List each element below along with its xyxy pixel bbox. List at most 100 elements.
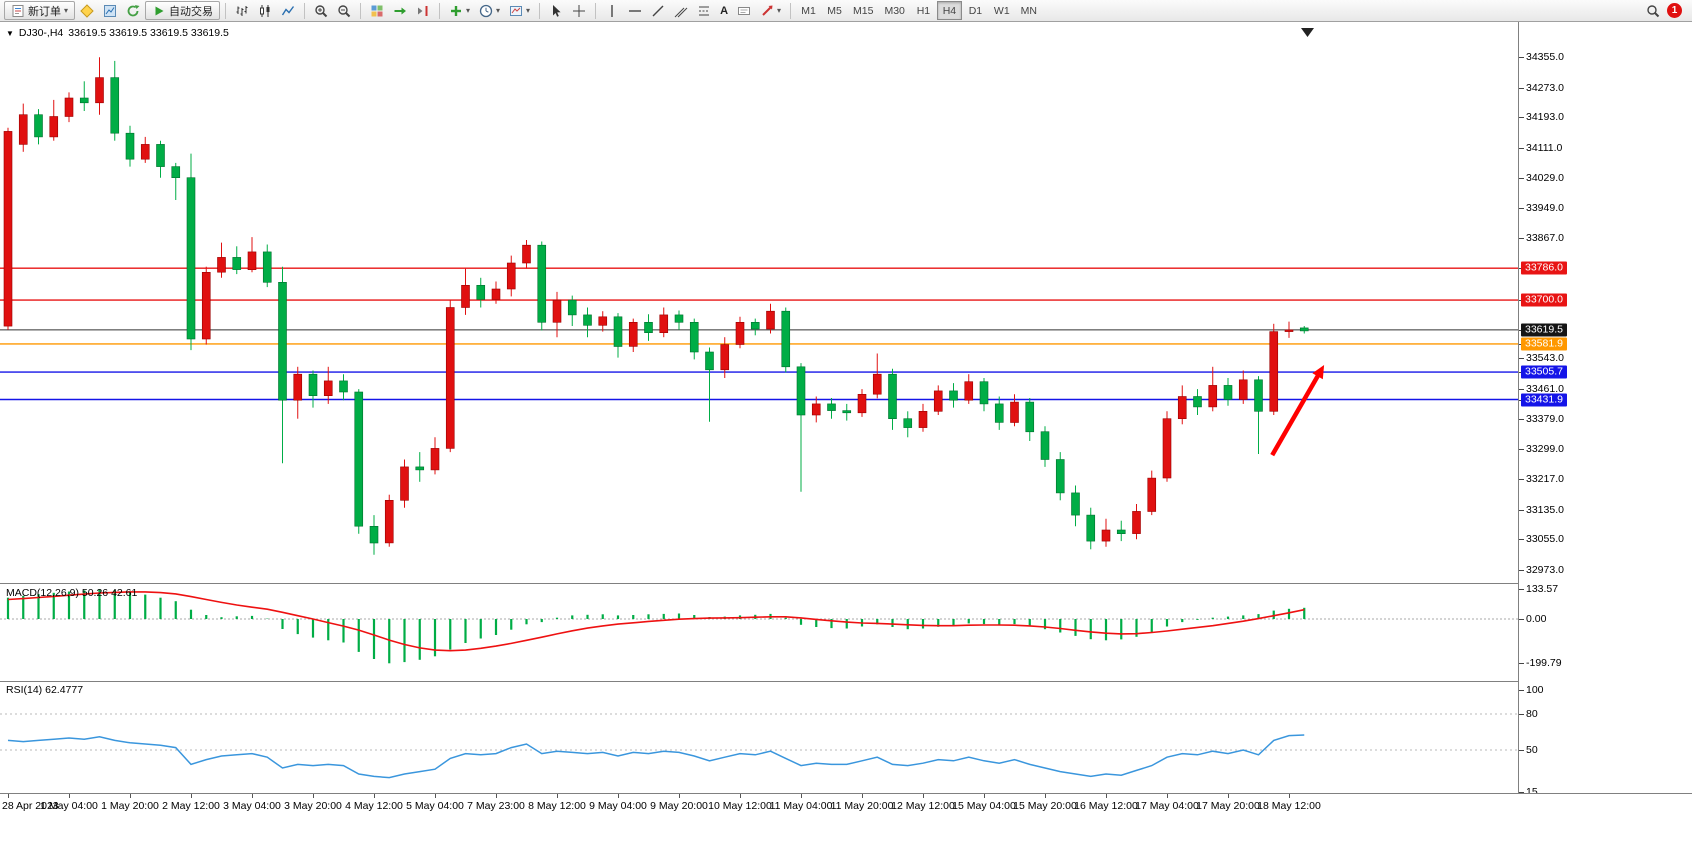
add-indicator-icon [451,5,462,16]
candle-body [872,373,882,395]
tile-windows-button[interactable] [366,1,388,20]
fibonacci-tool[interactable] [693,1,715,20]
axis-tick [1519,87,1524,89]
search-icon [1647,4,1660,17]
candle-body [735,321,745,345]
panel-splitter[interactable] [0,681,1692,682]
toolbar: 新订单 ▾ 自动交易 ▾ ▾ ▾ A ▾ M1 M5 M15 M30 H1 H4… [0,0,1692,22]
refresh-button[interactable] [122,1,144,20]
metaeditor-button[interactable] [76,1,98,20]
price-axis[interactable]: 34355.0 34273.0 34193.0 34111.0 34029.0 33949… [1519,22,1692,798]
timeframe-d1[interactable]: D1 [963,1,988,20]
time-axis-label: 9 May 04:00 [589,800,647,812]
candle-body [308,373,318,397]
timeframe-m5[interactable]: M5 [822,1,847,20]
arrows-tool[interactable]: ▾ [756,1,785,20]
time-tick [984,794,985,798]
trendline-tool[interactable] [647,1,669,20]
crosshair-button[interactable] [568,1,590,20]
time-axis[interactable]: 28 Apr 2023 1 May 04:00 1 May 20:00 2 May 1… [0,793,1692,857]
candle-body [171,166,181,179]
market-watch-button[interactable] [99,1,121,20]
zoom-in-button[interactable] [310,1,332,20]
candle-body [1284,329,1294,332]
axis-tick-label: 34111.0 [1526,141,1563,154]
time-tick [618,794,619,798]
channel-tool[interactable] [670,1,692,20]
timeframe-m30[interactable]: M30 [879,1,909,20]
chevron-down-icon: ▾ [526,5,531,15]
rsi-panel-canvas[interactable] [0,682,1692,793]
price-level-badge: 33431.9 [1521,393,1567,406]
axis-tick-label: 33461.0 [1526,382,1564,395]
candle-body [1208,385,1218,408]
candle-body [49,116,59,138]
rsi-name: RSI(14) [6,684,43,696]
vertical-line-tool[interactable] [601,1,623,20]
zoom-out-button[interactable] [333,1,355,20]
indicators-button[interactable]: ▾ [445,1,474,20]
candle-body [674,314,684,323]
bar-chart-button[interactable] [231,1,253,20]
axis-tick [1519,388,1524,390]
axis-tick-label: 0.00 [1526,613,1547,625]
axis-tick-label: 34029.0 [1526,172,1564,185]
axis-tick [1519,792,1524,793]
periods-button[interactable]: ▾ [475,1,504,20]
trend-arrow-annotation[interactable] [1270,362,1329,457]
candle-body [1025,401,1035,433]
timeframe-h1[interactable]: H1 [911,1,936,20]
macd-panel-canvas[interactable] [0,585,1692,680]
line-chart-button[interactable] [277,1,299,20]
candle-body [949,390,958,401]
timeframe-mn[interactable]: MN [1016,1,1042,20]
axis-tick-label: 33299.0 [1526,442,1564,455]
chart-shift-button[interactable] [412,1,434,20]
candle-body [384,499,394,544]
text-label-tool[interactable] [733,1,755,20]
horizontal-line-tool[interactable] [624,1,646,20]
candle-body [994,403,1004,423]
chevron-down-icon: ▾ [496,5,501,15]
cursor-button[interactable] [545,1,567,20]
axis-tick [1519,479,1524,481]
auto-trading-button[interactable]: 自动交易 [145,1,221,20]
templates-button[interactable]: ▾ [505,1,534,20]
text-tool-label: A [720,4,729,17]
chart-menu-icon[interactable]: ▼ [6,28,14,38]
candle-body [903,418,913,428]
auto-scroll-button[interactable] [389,1,411,20]
price-scale-divider[interactable] [1518,22,1519,793]
candlestick-chart-button[interactable] [254,1,276,20]
search-button[interactable] [1642,1,1664,20]
candle-body [1040,431,1050,460]
axis-tick-label: 33379.0 [1526,413,1564,426]
axis-tick-label: 33949.0 [1526,201,1564,214]
chart-title: ▼ DJ30-,H4 33619.5 33619.5 33619.5 33619… [6,27,229,39]
macd-values: 50.26 42.61 [81,587,138,599]
chart-shift-marker[interactable] [1301,28,1314,37]
candle-body [720,344,730,371]
candle-body [689,321,699,353]
axis-tick [1519,750,1524,751]
candle-body [857,393,867,414]
timeframe-m1[interactable]: M1 [796,1,821,20]
new-order-button[interactable]: 新订单 ▾ [4,1,76,20]
candle-body [796,366,806,416]
notification-badge[interactable]: 1 [1667,3,1682,18]
time-tick [130,794,131,798]
candle-body [476,284,486,300]
time-tick [8,794,9,798]
timeframe-w1[interactable]: W1 [989,1,1015,20]
price-level-lines[interactable] [0,267,1518,401]
text-tool[interactable]: A [716,1,732,20]
timeframe-h4[interactable]: H4 [936,1,962,20]
time-axis-label: 1 May 20:00 [101,800,159,812]
timeframe-m15[interactable]: M15 [848,1,878,20]
axis-tick-label: 15 [1526,786,1538,798]
time-axis-label: 12 May 12:00 [891,800,955,812]
auto-trading-label: 自动交易 [169,5,214,18]
time-axis-label: 11 May 04:00 [769,800,833,812]
price-chart-canvas[interactable] [0,22,1692,583]
panel-splitter[interactable] [0,583,1692,584]
